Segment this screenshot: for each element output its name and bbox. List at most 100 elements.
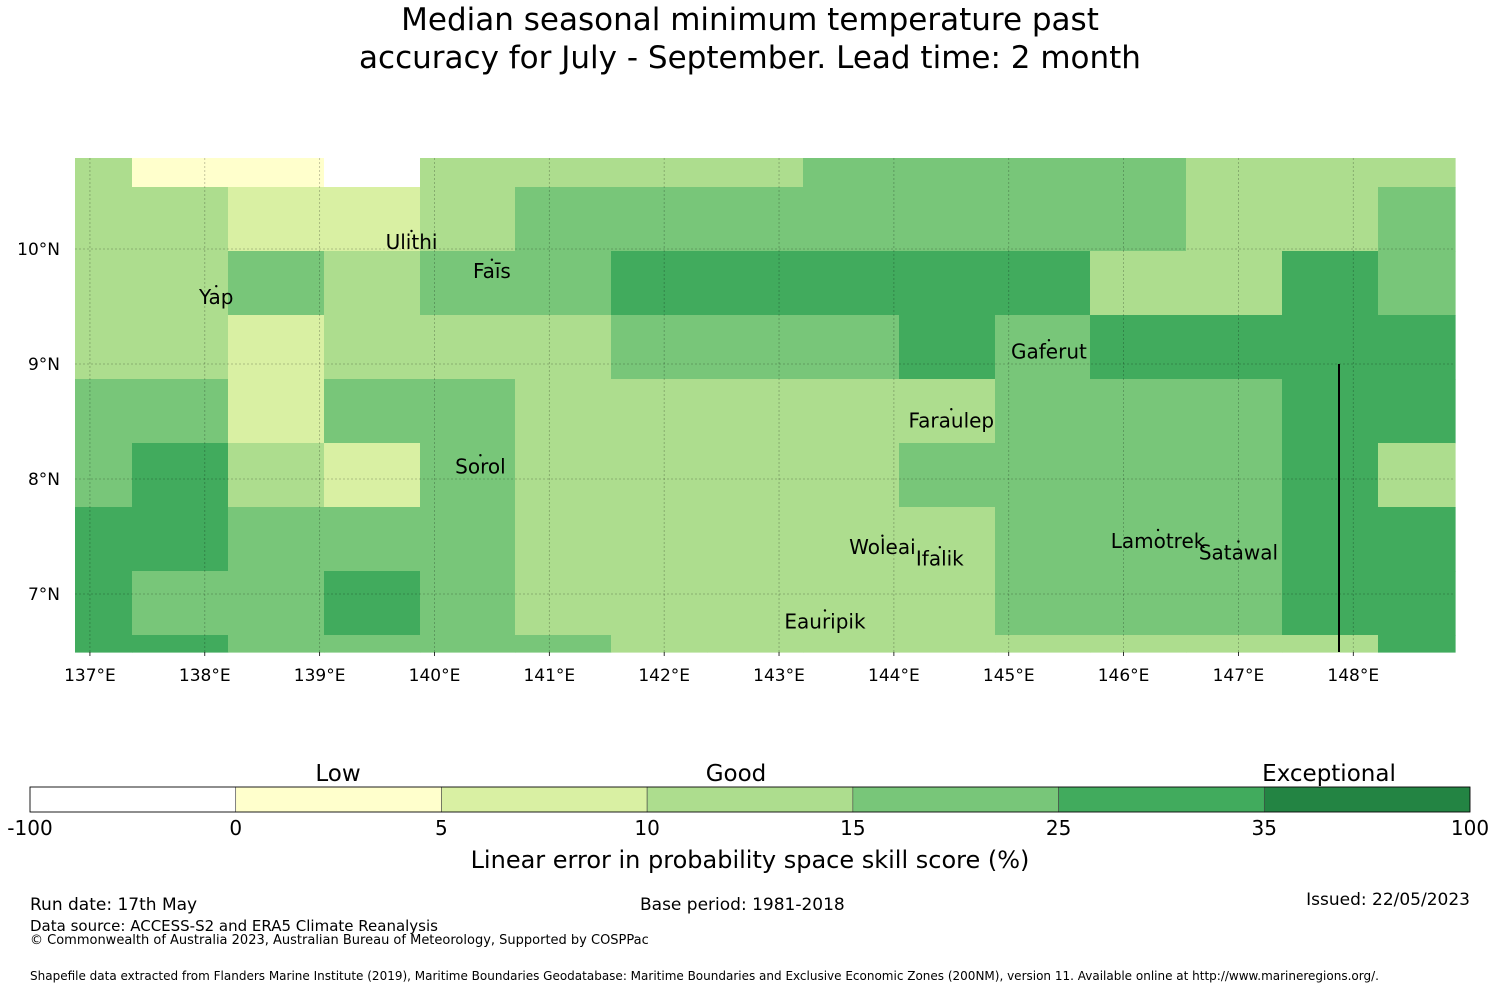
skill-cell [420,571,516,636]
skill-cell [324,507,421,572]
island-marker [1156,528,1160,532]
skill-cell [1090,379,1187,444]
island-marker [938,546,942,549]
chart-title-line-2: accuracy for July - September. Lead time… [359,40,1141,76]
skill-cell [75,507,133,572]
skill-cell [1186,315,1283,380]
skill-cell [75,379,133,444]
skill-cell [899,158,996,188]
lat-tick-label: 8°N [28,470,60,490]
skill-cell [1378,443,1456,508]
skill-cell [228,187,325,252]
lon-tick-label: 142°E [638,666,690,686]
island-label: Ulithi [386,230,438,254]
skill-category-label: Exceptional [1262,761,1396,787]
island-label: Woleai [849,535,916,559]
skill-cell [803,187,900,252]
lon-tick-label: 143°E [753,666,805,686]
colorbar-frame [29,786,1471,813]
shapefile-credit: Shapefile data extracted from Flanders M… [30,969,1379,983]
lat-tick-label: 7°N [28,585,60,605]
skill-cell [707,571,804,636]
graticule [75,158,1455,652]
skill-cell [228,571,325,636]
skill-cell [995,315,1091,380]
skill-cell [803,443,900,508]
skill-cell [515,635,612,653]
colorbar-tick-label: 25 [1046,816,1071,840]
skill-cell [1282,187,1379,252]
skill-cell [803,158,900,188]
lon-tick-label: 141°E [523,666,575,686]
island-marker [479,454,482,457]
skill-category-label: Low [315,761,360,787]
skill-cell [1090,187,1187,252]
island-label: Yap [198,285,233,309]
skill-cell [1282,635,1379,653]
copyright-notice: © Commonwealth of Australia 2023, Austra… [30,933,649,948]
colorbar-tick-label: 100 [1451,816,1489,840]
skill-cell [1282,158,1379,188]
lon-tick-label: 138°E [179,666,231,686]
island-label: Ifalik [916,546,964,570]
island-marker [490,258,494,261]
skill-cell [420,443,516,508]
skill-cell [611,315,708,380]
lat-tick-label: 9°N [28,355,60,375]
colorbar-tick-label: 5 [435,816,448,840]
skill-cell [707,379,804,444]
skill-cell [324,187,421,252]
skill-cell [515,187,612,252]
island-marker [1047,339,1051,342]
skill-cell [132,507,229,572]
island-marker [410,229,413,233]
skill-cell [420,507,516,572]
skill-cell [228,315,325,380]
skill-cell [1282,379,1379,444]
skill-cell [995,187,1091,252]
island-label: Lamotrek [1111,529,1206,553]
skill-cell [1282,571,1379,636]
skill-cell [420,187,516,252]
lon-tick-label: 139°E [294,666,346,686]
skill-cell [707,635,804,653]
skill-cell [899,635,996,653]
skill-cell [899,443,996,508]
colorbar-tick-label: 35 [1252,816,1277,840]
skill-cell [132,187,229,252]
skill-cell [803,507,900,572]
lon-tick-label: 147°E [1213,666,1265,686]
skill-category-label: Good [706,761,767,787]
skill-cell [132,158,229,188]
skill-cell [515,251,612,316]
island-marker [823,609,827,612]
skill-cell [1186,443,1283,508]
island-label: Faīs [473,259,511,283]
base-period: Base period: 1981-2018 [640,895,845,915]
skill-cell [1186,158,1283,188]
skill-colorbar: -100 0 5 10 15 25 35 100 Low Good Exceptional Linea… [7,761,1489,874]
skill-cell [324,251,421,316]
skill-cell [1378,635,1456,653]
skill-cell [707,507,804,572]
island-label: Eauripik [784,610,866,634]
colorbar-segment [235,786,442,813]
skill-cell [1090,443,1187,508]
skill-cell [1282,315,1379,380]
skill-cell [1090,635,1187,653]
island-marker [950,408,953,411]
colorbar-segment [441,786,648,813]
chart-title-line-1: Median seasonal minimum temperature past [401,2,1099,38]
skill-cell [707,315,804,380]
skill-grid [75,158,1456,653]
skill-cell [707,187,804,252]
skill-cell [228,379,325,444]
skill-cell [995,571,1091,636]
skill-cell [611,251,708,316]
skill-cell [1282,507,1379,572]
skill-cell [803,315,900,380]
skill-cell [899,187,996,252]
skill-cell [803,635,900,653]
skill-cell [899,507,996,572]
skill-cell [132,443,229,508]
